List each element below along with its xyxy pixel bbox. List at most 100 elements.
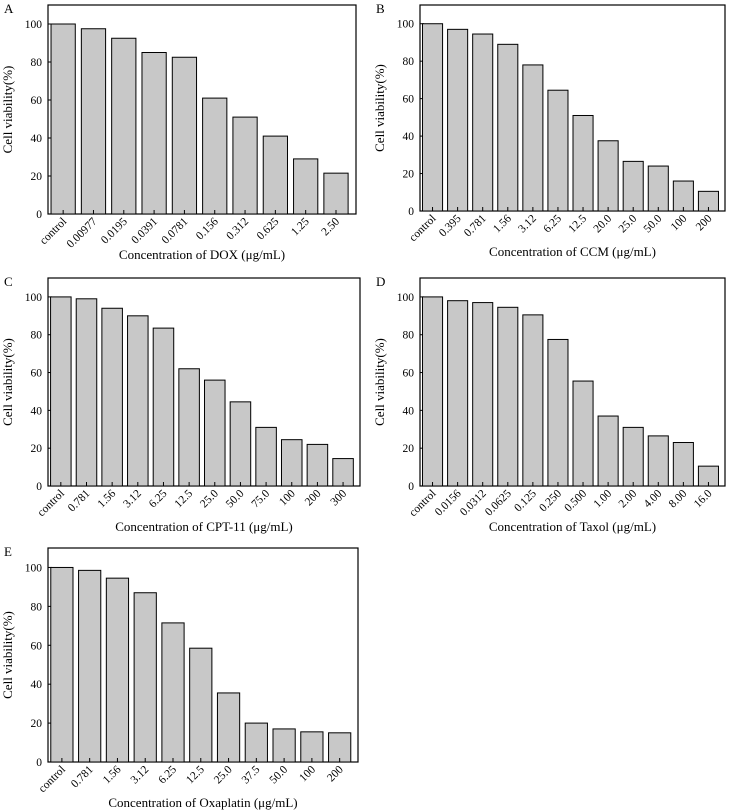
bar-50.0 xyxy=(272,728,296,763)
x-tick-label: 0.781 xyxy=(66,487,93,514)
x-tick-label: 0.125 xyxy=(512,487,539,514)
x-tick-label: 0.0156 xyxy=(433,487,464,518)
panel-label: D xyxy=(376,274,385,289)
plot-frame xyxy=(419,4,726,212)
bar-3.12 xyxy=(133,592,157,763)
x-tick-label: 0.156 xyxy=(194,215,221,242)
x-tick-label: 3.12 xyxy=(121,487,144,510)
y-tick-label: 40 xyxy=(31,133,43,145)
bar-6.25 xyxy=(161,622,185,763)
y-axis-title: Cell viability(%) xyxy=(372,338,387,426)
bar-100 xyxy=(672,180,694,212)
x-tick-label: 0.00977 xyxy=(65,215,100,250)
bar-0.0156 xyxy=(447,300,469,487)
y-axis-title: Cell viability(%) xyxy=(0,338,15,426)
bar-3.12 xyxy=(522,64,544,212)
bar-6.25 xyxy=(152,327,175,487)
bar-2.00 xyxy=(622,426,644,487)
bar-0.156 xyxy=(202,97,228,215)
y-tick-label: 0 xyxy=(408,206,414,218)
bar-0.0391 xyxy=(141,52,167,215)
bar-200 xyxy=(328,732,352,763)
bar-4.00 xyxy=(647,435,669,487)
y-tick-label: 80 xyxy=(31,57,43,69)
x-tick-label: 100 xyxy=(297,763,318,784)
x-tick-label: 2.50 xyxy=(319,215,342,238)
y-tick-label: 40 xyxy=(403,405,415,417)
x-tick-label: 25.0 xyxy=(212,763,235,786)
y-tick-label: 80 xyxy=(403,56,415,68)
x-tick-label: 100 xyxy=(669,212,690,233)
y-tick-label: 80 xyxy=(403,330,415,342)
plot-frame xyxy=(419,277,726,487)
panel-label: C xyxy=(4,274,13,289)
y-tick-label: 20 xyxy=(31,171,43,183)
bar-0.781 xyxy=(75,298,98,487)
bar-12.5 xyxy=(189,647,213,763)
x-tick-label: 0.250 xyxy=(537,487,564,514)
y-tick-label: 0 xyxy=(36,209,42,221)
y-tick-label: 60 xyxy=(31,368,43,380)
x-axis-title: Concentration of CPT-11 (μg/mL) xyxy=(115,519,293,534)
bar-300 xyxy=(332,458,354,487)
x-tick-label: 12.5 xyxy=(566,212,589,235)
bar-control xyxy=(422,296,444,487)
y-tick-label: 80 xyxy=(31,601,43,613)
bar-0.250 xyxy=(547,338,569,487)
bar-0.781 xyxy=(78,569,102,763)
bar-control xyxy=(50,566,74,763)
bar-75.0 xyxy=(255,426,277,487)
bar-6.25 xyxy=(547,89,569,212)
bar-25.0 xyxy=(216,692,241,763)
bar-12.5 xyxy=(572,114,594,212)
x-tick-label: 100 xyxy=(277,487,298,508)
bar-control xyxy=(50,23,76,215)
x-tick-label: 50.0 xyxy=(224,487,247,510)
x-tick-label: 0.0195 xyxy=(99,215,130,246)
bar-12.5 xyxy=(178,368,200,487)
x-tick-label: 1.56 xyxy=(96,487,119,510)
x-tick-label: 6.25 xyxy=(156,763,179,786)
x-tick-label: 1.56 xyxy=(101,763,124,786)
bar-0.395 xyxy=(447,28,469,212)
bar-20.0 xyxy=(597,140,619,212)
x-tick-label: 0.312 xyxy=(224,215,251,242)
bar-37.5 xyxy=(244,722,268,763)
y-tick-label: 0 xyxy=(36,757,42,769)
bar-0.0195 xyxy=(111,37,137,215)
x-tick-label: 2.00 xyxy=(617,487,640,510)
x-tick-label: 12.5 xyxy=(184,763,207,786)
x-tick-label: 0.781 xyxy=(462,212,489,239)
y-tick-label: 20 xyxy=(403,169,415,181)
x-tick-label: 6.25 xyxy=(541,212,564,235)
y-axis-title: Cell viability(%) xyxy=(0,611,15,699)
x-tick-label: 37.5 xyxy=(240,763,263,786)
y-axis-title: Cell viability(%) xyxy=(372,64,387,152)
x-axis-title: Concentration of DOX (μg/mL) xyxy=(119,247,285,262)
bar-1.56 xyxy=(105,577,130,763)
y-tick-label: 80 xyxy=(31,330,43,342)
x-tick-label: 50.0 xyxy=(268,763,291,786)
panel-label: B xyxy=(376,1,385,16)
panel-label: E xyxy=(4,544,12,559)
y-axis-title: Cell viability(%) xyxy=(0,66,15,154)
y-tick-label: 40 xyxy=(403,131,415,143)
y-tick-label: 60 xyxy=(31,640,43,652)
x-axis-title: Concentration of CCM (μg/mL) xyxy=(489,244,656,259)
x-tick-label: 1.25 xyxy=(289,215,312,238)
x-tick-label: 0.625 xyxy=(255,215,282,242)
x-tick-label: 4.00 xyxy=(642,487,665,510)
y-tick-label: 60 xyxy=(403,94,415,106)
x-tick-label: 1.00 xyxy=(592,487,615,510)
plot-frame xyxy=(47,277,361,487)
bar-control xyxy=(50,296,72,487)
bar-100 xyxy=(300,731,324,763)
x-tick-label: 6.25 xyxy=(147,487,170,510)
bar-0.0625 xyxy=(497,306,519,487)
x-tick-label: 200 xyxy=(325,763,346,784)
y-tick-label: 20 xyxy=(31,443,43,455)
